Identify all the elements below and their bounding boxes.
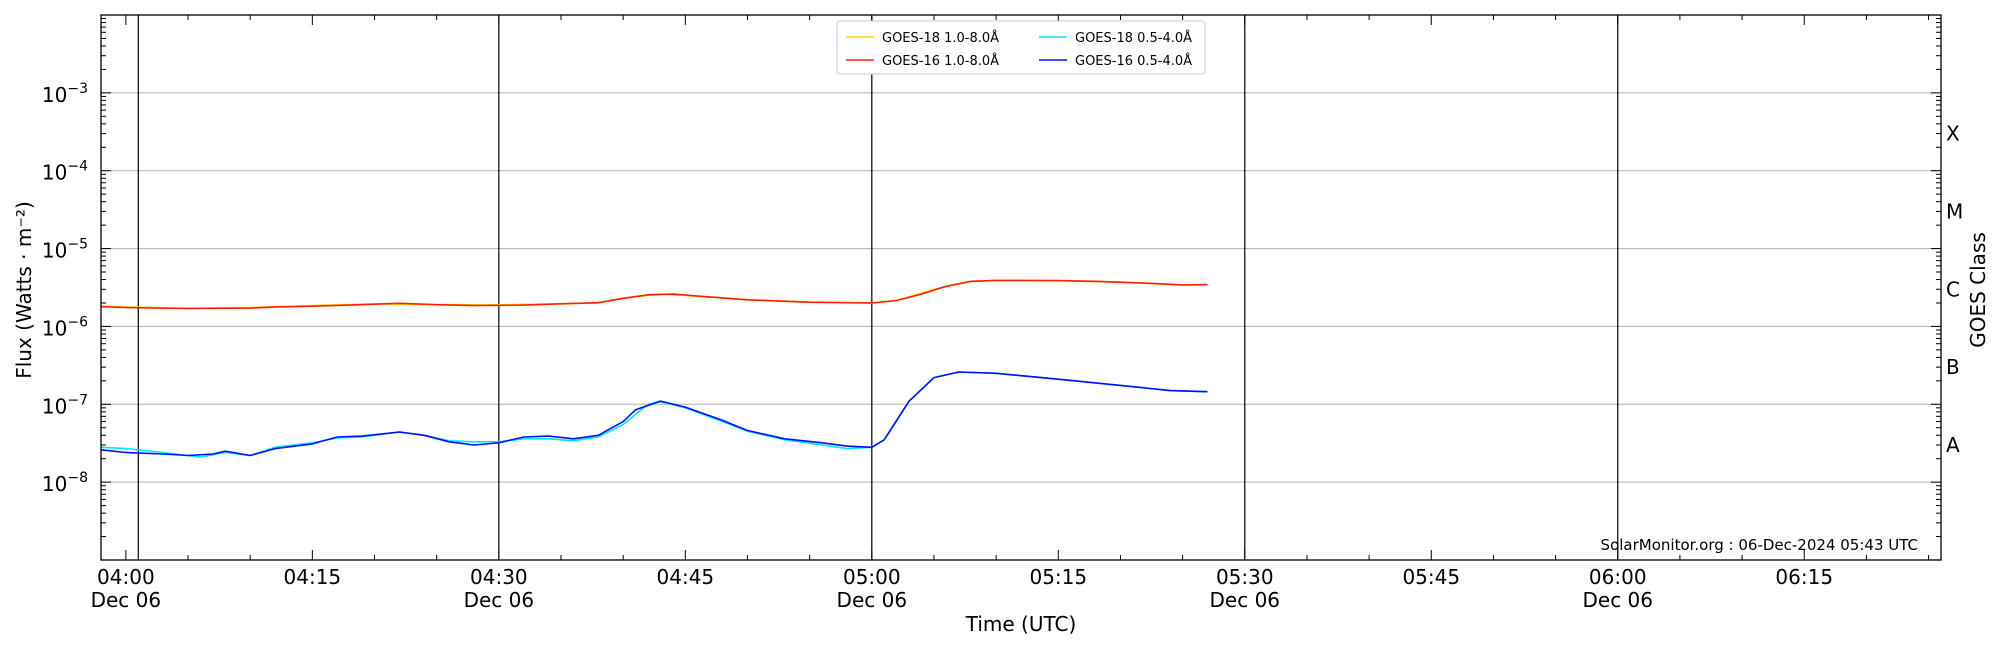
right-axis-label: GOES Class <box>1966 232 1990 348</box>
goes-class-label: B <box>1946 355 1960 379</box>
x-tick-label: 06:00 <box>1589 565 1647 589</box>
x-tick-sublabel: Dec 06 <box>837 588 908 612</box>
vertical-day-markers <box>137 15 1619 560</box>
goes-class-label: A <box>1946 433 1960 457</box>
series-line-2 <box>100 279 1208 310</box>
axis-ticks <box>101 15 1941 561</box>
series-lines <box>100 279 1208 458</box>
y-tick-label: 10−6 <box>42 314 88 340</box>
x-tick-label: 04:30 <box>470 565 528 589</box>
goes-class-label: X <box>1946 122 1960 146</box>
x-tick-sublabel: Dec 06 <box>464 588 535 612</box>
x-tick-label: 05:00 <box>843 565 901 589</box>
legend-entries: GOES-18 1.0-8.0Å GOES-18 0.5-4.0Å GOES-16 … <box>846 30 1192 69</box>
goes-class-label: C <box>1946 277 1960 301</box>
legend-label: GOES-16 0.5-4.0Å <box>1075 53 1192 69</box>
legend: GOES-18 1.0-8.0Å GOES-18 0.5-4.0Å GOES-16 … <box>836 20 1206 75</box>
plot-frame <box>100 14 1942 561</box>
y-tick-labels: 10−8 10−7 10−6 10−5 10−4 10−3 <box>42 81 88 496</box>
x-tick-label: 05:30 <box>1216 565 1274 589</box>
x-tick-sublabel: Dec 06 <box>91 588 162 612</box>
legend-label: GOES-16 1.0-8.0Å <box>882 53 999 69</box>
y-axis-label: Flux (Watts · m⁻²) <box>12 201 36 379</box>
x-axis-label: Time (UTC) <box>965 612 1077 636</box>
goes-class-label: M <box>1946 199 1963 223</box>
goes-class-labels: A B C M X <box>1946 122 1963 457</box>
y-tick-label: 10−4 <box>42 159 88 185</box>
x-tick-label: 05:15 <box>1029 565 1087 589</box>
x-tick-label: 06:15 <box>1775 565 1833 589</box>
legend-label: GOES-18 0.5-4.0Å <box>1075 30 1192 46</box>
grid-lines <box>101 92 1941 483</box>
x-tick-sublabel: Dec 06 <box>1582 588 1653 612</box>
credit-text: SolarMonitor.org : 06-Dec-2024 05:43 UTC <box>1601 536 1918 554</box>
y-tick-label: 10−5 <box>42 237 88 263</box>
y-tick-label: 10−3 <box>42 81 88 107</box>
x-tick-label: 04:00 <box>97 565 155 589</box>
x-tick-sublabel: Dec 06 <box>1210 588 1281 612</box>
x-tick-label: 04:15 <box>284 565 342 589</box>
legend-label: GOES-18 1.0-8.0Å <box>882 30 999 46</box>
x-tick-label: 04:45 <box>657 565 715 589</box>
legend-box <box>836 20 1206 75</box>
y-tick-label: 10−8 <box>42 470 88 496</box>
y-tick-label: 10−7 <box>42 392 88 418</box>
series-line-4 <box>100 371 1208 457</box>
x-tick-label: 05:45 <box>1402 565 1460 589</box>
